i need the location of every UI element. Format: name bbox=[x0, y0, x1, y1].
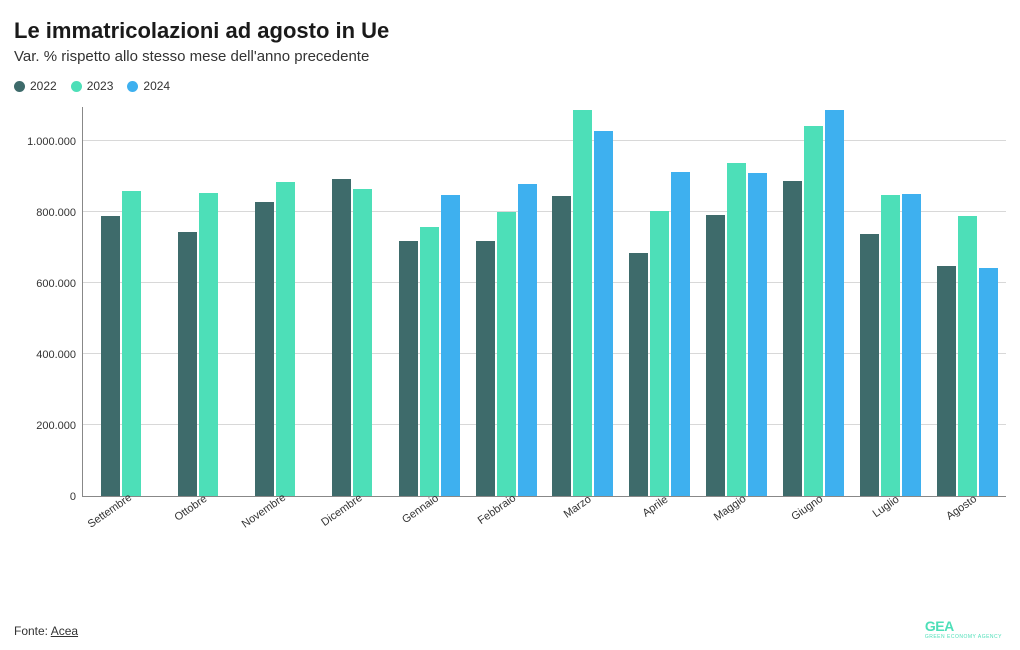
y-tick-label: 600.000 bbox=[14, 278, 76, 290]
bar bbox=[958, 216, 977, 496]
source-footer: Fonte: Acea bbox=[14, 624, 78, 638]
bar bbox=[552, 196, 571, 496]
legend-item: 2024 bbox=[127, 79, 170, 93]
bar bbox=[399, 241, 418, 496]
x-tick-label: Luglio bbox=[870, 493, 901, 520]
bar bbox=[825, 110, 844, 496]
x-tick-label: Ottobre bbox=[173, 493, 210, 524]
bar bbox=[937, 266, 956, 496]
bar bbox=[276, 182, 295, 496]
legend-item: 2022 bbox=[14, 79, 57, 93]
logo-subtext: GREEN ECONOMY AGENCY bbox=[925, 634, 1002, 640]
bar bbox=[122, 191, 141, 496]
x-tick-label: Novembre bbox=[240, 492, 288, 531]
y-tick-label: 800.000 bbox=[14, 207, 76, 219]
logo: GEA GREEN ECONOMY AGENCY bbox=[925, 618, 1002, 640]
bar-group: Novembre bbox=[237, 107, 314, 496]
x-tick-label: Aprile bbox=[640, 494, 670, 520]
source-label: Fonte: bbox=[14, 624, 48, 638]
bar bbox=[748, 173, 767, 496]
bar-group: Settembre bbox=[83, 107, 160, 496]
x-tick-label: Settembre bbox=[86, 492, 134, 531]
x-tick-label: Maggio bbox=[712, 493, 748, 524]
bar bbox=[476, 241, 495, 496]
y-tick-label: 200.000 bbox=[14, 420, 76, 432]
bar-group: Ottobre bbox=[160, 107, 237, 496]
bar-group: Maggio bbox=[698, 107, 775, 496]
bar bbox=[101, 216, 120, 496]
y-tick-label: 0 bbox=[14, 491, 76, 503]
bar bbox=[650, 211, 669, 496]
y-tick-label: 1.000.000 bbox=[14, 136, 76, 148]
bar bbox=[573, 110, 592, 496]
legend-label: 2024 bbox=[143, 79, 170, 93]
x-tick-label: Dicembre bbox=[319, 492, 364, 529]
bar bbox=[178, 232, 197, 496]
chart-title: Le immatricolazioni ad agosto in Ue bbox=[14, 18, 1006, 44]
x-tick-label: Febbraio bbox=[476, 492, 518, 527]
x-tick-label: Giugno bbox=[789, 493, 825, 523]
x-tick-label: Agosto bbox=[944, 493, 979, 522]
bar bbox=[497, 212, 516, 496]
plot-area: SettembreOttobreNovembreDicembreGennaioF… bbox=[82, 107, 1006, 497]
bar-group: Luglio bbox=[852, 107, 929, 496]
bar bbox=[706, 215, 725, 496]
source-link[interactable]: Acea bbox=[51, 624, 78, 638]
bar bbox=[902, 194, 921, 496]
bar bbox=[629, 253, 648, 496]
legend-label: 2023 bbox=[87, 79, 114, 93]
bar bbox=[199, 193, 218, 496]
bar bbox=[420, 227, 439, 496]
legend-swatch bbox=[14, 81, 25, 92]
legend-swatch bbox=[71, 81, 82, 92]
bar bbox=[441, 195, 460, 496]
bar bbox=[518, 184, 537, 496]
bar bbox=[671, 172, 690, 496]
bar bbox=[860, 234, 879, 496]
bar-group: Marzo bbox=[545, 107, 622, 496]
bar bbox=[804, 126, 823, 497]
x-tick-label: Marzo bbox=[562, 493, 594, 520]
bar-group: Agosto bbox=[929, 107, 1006, 496]
bar bbox=[783, 181, 802, 496]
chart: 0 200.000 400.000 600.000 800.000 1.000.000 S… bbox=[14, 107, 1006, 557]
chart-subtitle: Var. % rispetto allo stesso mese dell'an… bbox=[14, 48, 1006, 65]
bar-group: Aprile bbox=[621, 107, 698, 496]
bar bbox=[594, 131, 613, 496]
bar bbox=[353, 189, 372, 496]
y-tick-label: 400.000 bbox=[14, 349, 76, 361]
bar bbox=[881, 195, 900, 496]
bar bbox=[727, 163, 746, 496]
logo-text: GEA bbox=[925, 618, 954, 634]
legend-item: 2023 bbox=[71, 79, 114, 93]
bar-group: Giugno bbox=[775, 107, 852, 496]
bar-group: Gennaio bbox=[391, 107, 468, 496]
bar-group: Dicembre bbox=[314, 107, 391, 496]
legend-label: 2022 bbox=[30, 79, 57, 93]
bar bbox=[332, 179, 351, 496]
legend-swatch bbox=[127, 81, 138, 92]
bar bbox=[255, 202, 274, 496]
bar-group: Febbraio bbox=[468, 107, 545, 496]
bar bbox=[979, 268, 998, 496]
legend: 2022 2023 2024 bbox=[14, 79, 1006, 93]
x-tick-label: Gennaio bbox=[400, 492, 441, 526]
